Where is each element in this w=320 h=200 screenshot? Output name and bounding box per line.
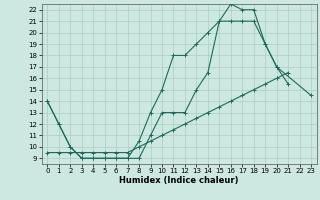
X-axis label: Humidex (Indice chaleur): Humidex (Indice chaleur) <box>119 176 239 185</box>
